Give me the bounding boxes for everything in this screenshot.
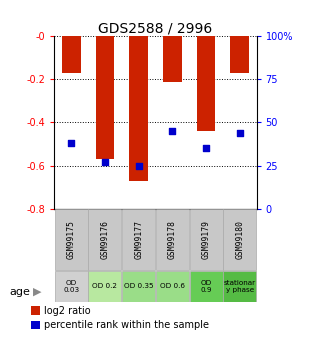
Bar — [55, 209, 88, 270]
Title: GDS2588 / 2996: GDS2588 / 2996 — [98, 21, 213, 35]
Bar — [88, 209, 122, 270]
Bar — [156, 271, 189, 302]
Point — [203, 146, 208, 151]
Text: OD
0.9: OD 0.9 — [200, 280, 212, 293]
Text: GSM99175: GSM99175 — [67, 220, 76, 259]
Point — [136, 163, 141, 168]
Bar — [230, 36, 249, 73]
Bar — [189, 271, 223, 302]
Text: age: age — [9, 287, 30, 296]
Bar — [223, 209, 256, 270]
Bar — [96, 36, 114, 159]
Text: GSM99176: GSM99176 — [100, 220, 109, 259]
Bar — [163, 36, 182, 81]
Text: OD 0.6: OD 0.6 — [160, 283, 185, 289]
Bar — [197, 36, 215, 131]
Text: ▶: ▶ — [33, 287, 41, 296]
Text: OD 0.35: OD 0.35 — [124, 283, 153, 289]
Point — [237, 130, 242, 136]
Bar — [55, 271, 88, 302]
Text: GSM99178: GSM99178 — [168, 220, 177, 259]
Text: percentile rank within the sample: percentile rank within the sample — [44, 320, 209, 330]
Bar — [129, 36, 148, 181]
Bar — [122, 209, 155, 270]
Point — [170, 128, 175, 134]
Text: stationar
y phase: stationar y phase — [224, 280, 256, 293]
Bar — [189, 209, 223, 270]
Text: log2 ratio: log2 ratio — [44, 306, 91, 315]
Text: GSM99180: GSM99180 — [235, 220, 244, 259]
Bar — [156, 209, 189, 270]
Text: OD 0.2: OD 0.2 — [92, 283, 118, 289]
Bar — [122, 271, 155, 302]
Text: GSM99179: GSM99179 — [202, 220, 211, 259]
Text: OD
0.03: OD 0.03 — [63, 280, 79, 293]
Point — [69, 140, 74, 146]
Bar — [62, 36, 81, 73]
Bar — [88, 271, 122, 302]
Point — [102, 159, 108, 165]
Text: GSM99177: GSM99177 — [134, 220, 143, 259]
Bar — [223, 271, 256, 302]
